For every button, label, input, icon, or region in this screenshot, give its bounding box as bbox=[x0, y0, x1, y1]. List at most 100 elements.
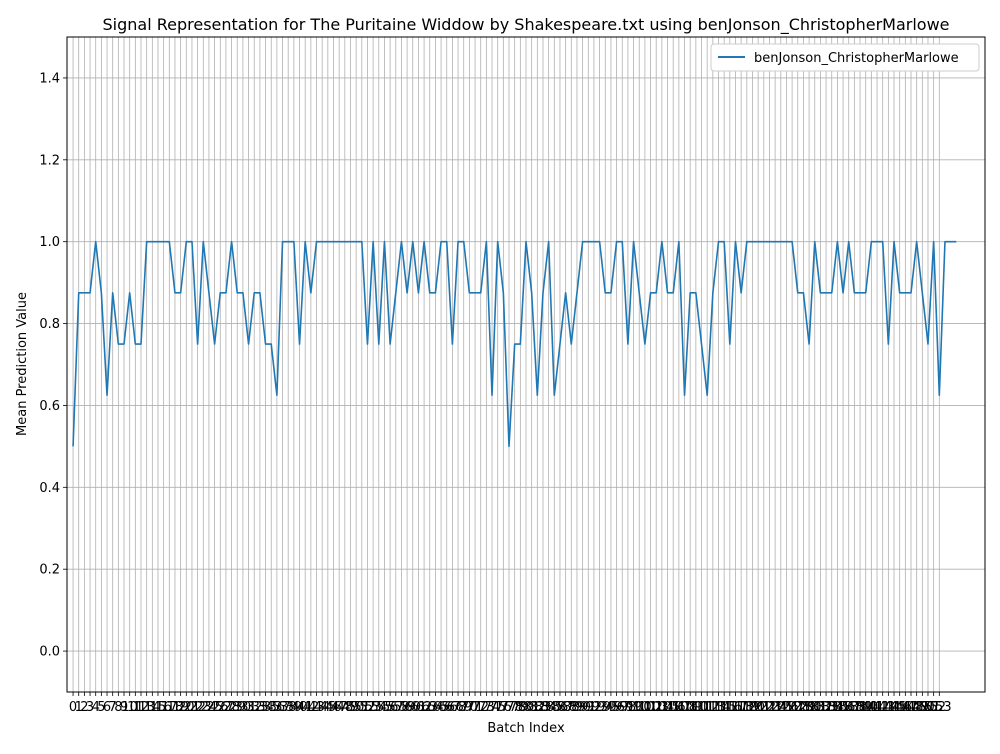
y-tick-label: 0.2 bbox=[39, 563, 60, 578]
x-tick-label: 37 bbox=[274, 700, 291, 715]
x-tick-label: 115 bbox=[712, 700, 737, 715]
x-tick-label: 50 bbox=[348, 700, 365, 715]
x-tick-label: 12 bbox=[133, 700, 150, 715]
x-tick-label: 5 bbox=[97, 700, 105, 715]
series-layer bbox=[72, 240, 957, 448]
x-tick-label: 141 bbox=[859, 700, 884, 715]
x-tick-label: 61 bbox=[410, 700, 427, 715]
x-tick-label: 100 bbox=[627, 700, 652, 715]
y-tick-label: 0.4 bbox=[39, 481, 60, 496]
x-tick-label: 35 bbox=[263, 700, 280, 715]
x-tick-label: 76 bbox=[495, 700, 512, 715]
x-tick-label: 99 bbox=[625, 700, 642, 715]
x-tick-label: 8 bbox=[114, 700, 122, 715]
x-tick-label: 39 bbox=[286, 700, 303, 715]
x-tick-label: 82 bbox=[529, 700, 546, 715]
x-tick-label: 153 bbox=[927, 700, 952, 715]
x-tick-label: 18 bbox=[167, 700, 184, 715]
x-tick-label: 9 bbox=[120, 700, 128, 715]
x-tick-label: 136 bbox=[831, 700, 856, 715]
x-tick-label: 79 bbox=[512, 700, 529, 715]
x-tick-label: 38 bbox=[280, 700, 297, 715]
x-tick-label: 40 bbox=[291, 700, 308, 715]
x-tick-label: 1 bbox=[75, 700, 83, 715]
x-tick-label: 52 bbox=[359, 700, 376, 715]
x-tick-label: 106 bbox=[661, 700, 686, 715]
x-tick-label: 150 bbox=[910, 700, 935, 715]
x-tick-label: 104 bbox=[649, 700, 674, 715]
x-tick-label: 112 bbox=[695, 700, 720, 715]
x-tick-label: 23 bbox=[195, 700, 212, 715]
x-tick-label: 121 bbox=[746, 700, 771, 715]
x-tick-label: 28 bbox=[223, 700, 240, 715]
x-axis-label: Batch Index bbox=[487, 721, 565, 736]
legend-box bbox=[710, 43, 980, 72]
x-tick-label: 129 bbox=[791, 700, 816, 715]
y-tick-label: 1.2 bbox=[39, 153, 60, 168]
x-tick-label: 125 bbox=[768, 700, 793, 715]
x-tick-label: 26 bbox=[212, 700, 229, 715]
x-tick-label: 103 bbox=[644, 700, 669, 715]
x-tick-label: 142 bbox=[865, 700, 890, 715]
x-tick-label: 45 bbox=[320, 700, 337, 715]
x-tick-label: 96 bbox=[608, 700, 625, 715]
x-tick-label: 55 bbox=[376, 700, 393, 715]
x-tick-label: 145 bbox=[882, 700, 907, 715]
x-tick-label: 102 bbox=[638, 700, 663, 715]
x-tick-label: 128 bbox=[785, 700, 810, 715]
legend: benJonson_ChristopherMarlowe bbox=[710, 43, 980, 72]
x-tick-label: 127 bbox=[780, 700, 805, 715]
x-tick-label: 101 bbox=[632, 700, 657, 715]
x-tick-label: 147 bbox=[893, 700, 918, 715]
x-tick-label: 94 bbox=[597, 700, 614, 715]
x-tick-label: 53 bbox=[365, 700, 382, 715]
x-tick-label: 3 bbox=[86, 700, 94, 715]
x-tick-label: 133 bbox=[814, 700, 839, 715]
x-tick-label: 85 bbox=[546, 700, 563, 715]
x-tick-label: 16 bbox=[155, 700, 172, 715]
x-tick-label: 148 bbox=[899, 700, 924, 715]
x-tick-label: 56 bbox=[382, 700, 399, 715]
x-tick-label: 43 bbox=[308, 700, 325, 715]
x-tick-label: 19 bbox=[172, 700, 189, 715]
x-tick-label: 131 bbox=[802, 700, 827, 715]
x-tick-label: 83 bbox=[535, 700, 552, 715]
x-tick-label: 30 bbox=[235, 700, 252, 715]
x-tick-label: 146 bbox=[887, 700, 912, 715]
x-tick-label: 6 bbox=[103, 700, 111, 715]
x-tick-label: 60 bbox=[404, 700, 421, 715]
x-tick-label: 4 bbox=[92, 700, 100, 715]
x-tick-label: 31 bbox=[240, 700, 257, 715]
x-tick-label: 87 bbox=[557, 700, 574, 715]
x-tick-label: 110 bbox=[683, 700, 708, 715]
x-tick-label: 111 bbox=[689, 700, 714, 715]
x-tick-label: 135 bbox=[825, 700, 850, 715]
x-tick-label: 57 bbox=[388, 700, 405, 715]
x-tick-label: 92 bbox=[586, 700, 603, 715]
x-tick-label: 116 bbox=[717, 700, 742, 715]
x-tick-label: 120 bbox=[740, 700, 765, 715]
x-tick-label: 27 bbox=[218, 700, 235, 715]
x-tick-label: 44 bbox=[314, 700, 331, 715]
x-tick-label: 33 bbox=[252, 700, 269, 715]
x-tick-label: 68 bbox=[450, 700, 467, 715]
x-tick-label: 90 bbox=[574, 700, 591, 715]
x-tick-label: 140 bbox=[853, 700, 878, 715]
x-tick-label: 139 bbox=[848, 700, 873, 715]
x-tick-label: 58 bbox=[393, 700, 410, 715]
x-tick-label: 91 bbox=[580, 700, 597, 715]
y-tick-label: 0.0 bbox=[39, 645, 60, 660]
x-tick-label: 105 bbox=[655, 700, 680, 715]
legend-label: benJonson_ChristopherMarlowe bbox=[754, 51, 959, 66]
x-tick-label: 78 bbox=[506, 700, 523, 715]
x-tick-label: 41 bbox=[297, 700, 314, 715]
x-tick-label: 152 bbox=[921, 700, 946, 715]
x-tick-label: 29 bbox=[229, 700, 246, 715]
x-tick-label: 66 bbox=[438, 700, 455, 715]
x-tick-label: 73 bbox=[478, 700, 495, 715]
x-tick-label: 63 bbox=[421, 700, 438, 715]
y-gridlines bbox=[67, 77, 985, 652]
x-tick-label: 48 bbox=[337, 700, 354, 715]
